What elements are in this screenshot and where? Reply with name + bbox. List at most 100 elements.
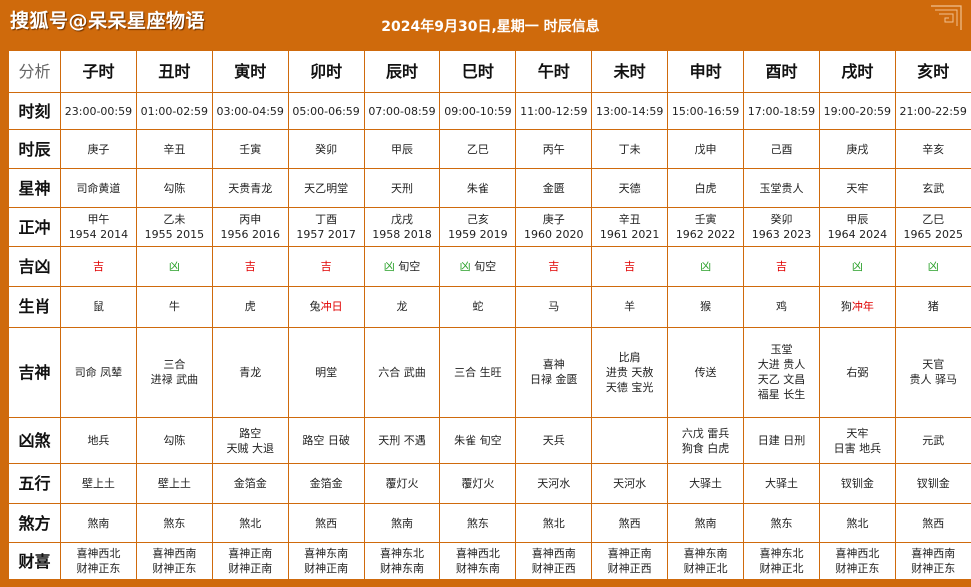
jishen-cell: 天官 贵人 驿马 — [894, 327, 971, 418]
jishen-cell: 玉堂 大进 贵人 天乙 文昌 福星 长生 — [743, 327, 820, 418]
watermark-text: 搜狐号@呆呆星座物语 — [10, 10, 206, 32]
auspicious-mark: 吉 — [92, 259, 104, 273]
row-zhengchong: 正冲 甲午 1954 2014 乙未 1955 2015 丙申 1956 2016 丁酉 195… — [8, 207, 971, 247]
caixi-line: 喜神西北 — [455, 547, 500, 561]
zodiac-animal: 虎 — [244, 300, 256, 314]
xiongsha-line: 路空 日破 — [302, 434, 350, 448]
caixi-line: 财神正西 — [607, 562, 652, 576]
caixi-line: 财神正东 — [76, 562, 121, 576]
inauspicious-mark: 凶 — [168, 259, 180, 273]
caixi-cell: 喜神西北 财神东南 — [439, 542, 517, 580]
shike-cell: 17:00-18:59 — [743, 91, 820, 131]
row-label: 凶煞 — [8, 416, 61, 465]
jishen-line: 天乙 文昌 — [757, 373, 806, 387]
row-label: 正冲 — [8, 207, 61, 247]
zhengchong-line: 1959 2019 — [448, 228, 508, 242]
zhengchong-cell: 戊戌 1958 2018 — [363, 207, 441, 247]
caixi-cell: 喜神西北 财神正东 — [60, 542, 137, 580]
caixi-line: 喜神西南 — [531, 547, 576, 561]
row-shafang: 煞方 煞南 煞东 煞北 煞西 煞南 煞东 煞北 煞西 煞南 煞东 煞北 煞西 — [8, 502, 971, 544]
zhengchong-line: 1955 2015 — [144, 228, 205, 242]
shengxiao-cell: 虎 — [211, 285, 289, 329]
caixi-line: 财神正南 — [228, 562, 273, 576]
zhengchong-line: 己亥 — [466, 213, 489, 227]
caixi-line: 喜神正南 — [228, 547, 273, 561]
shichen-cell: 辛亥 — [894, 129, 971, 169]
row-label: 吉凶 — [8, 245, 61, 287]
row-label: 五行 — [8, 463, 61, 504]
shengxiao-cell: 猪 — [894, 285, 971, 329]
zhengchong-line: 1958 2018 — [372, 228, 432, 242]
shafang-cell: 煞北 — [515, 502, 593, 544]
zhengchong-line: 乙巳 — [922, 213, 945, 227]
xiongsha-cell: 路空 天贼 大退 — [211, 416, 289, 465]
jishen-line: 司命 凤辇 — [74, 365, 123, 379]
inauspicious-mark: 凶 — [459, 259, 471, 273]
jishen-line: 右弼 — [846, 365, 869, 379]
jishen-cell: 三合 进禄 武曲 — [135, 327, 213, 418]
shike-cell: 11:00-12:59 — [515, 91, 593, 131]
shichen-cell: 庚戌 — [818, 129, 896, 169]
shichen-cell: 甲辰 — [363, 129, 441, 169]
caixi-line: 喜神西南 — [911, 547, 956, 561]
wuxing-cell: 壁上土 — [135, 463, 213, 504]
row-shike: 时刻 23:00-00:59 01:00-02:59 03:00-04:59 05:00… — [8, 91, 971, 131]
shengxiao-cell: 蛇 — [439, 285, 517, 329]
zodiac-animal: 羊 — [624, 300, 636, 314]
inauspicious-mark: 凶 — [700, 259, 712, 273]
wuxing-cell: 壁上土 — [60, 463, 137, 504]
page-title: 2024年9月30日,星期一 时辰信息 — [381, 19, 600, 35]
shengxiao-cell: 猴 — [667, 285, 745, 329]
jishen-line: 玉堂 — [770, 343, 793, 357]
zhengchong-line: 1954 2014 — [68, 228, 129, 242]
wuxing-cell: 钗钏金 — [894, 463, 971, 504]
row-jishen: 吉神 司命 凤辇 三合 进禄 武曲 青龙 明堂 六合 武曲 三合 生旺 喜神 日禄 金匮 比肩 进贵 … — [8, 327, 971, 418]
zhengchong-line: 1963 2023 — [751, 228, 812, 242]
xingshen-cell: 玉堂贵人 — [743, 167, 820, 209]
hour-header: 巳时 — [439, 50, 517, 93]
jixiong-cell: 吉 — [743, 245, 820, 287]
zhengchong-cell: 甲午 1954 2014 — [60, 207, 137, 247]
caixi-line: 财神正东 — [911, 562, 956, 576]
shengxiao-cell: 龙 — [363, 285, 441, 329]
hour-header: 卯时 — [287, 50, 365, 93]
wuxing-cell: 大驿土 — [667, 463, 745, 504]
shengxiao-cell: 牛 — [135, 285, 213, 329]
jishen-line: 大进 贵人 — [757, 358, 806, 372]
xiongsha-line: 天刑 不遇 — [378, 434, 426, 448]
jishen-line: 进禄 武曲 — [150, 373, 199, 387]
inauspicious-mark: 凶 — [851, 259, 863, 273]
xiongsha-cell: 路空 日破 — [287, 416, 365, 465]
row-shichen: 时辰 庚子 辛丑 壬寅 癸卯 甲辰 乙巳 丙午 丁未 戊申 己酉 庚戌 辛亥 — [8, 129, 971, 169]
auspicious-mark: 吉 — [775, 259, 787, 273]
caixi-cell: 喜神东南 财神正南 — [287, 542, 365, 580]
zhengchong-line: 1960 2020 — [524, 228, 584, 242]
shafang-cell: 煞东 — [743, 502, 820, 544]
zhengchong-cell: 辛丑 1961 2021 — [591, 207, 669, 247]
wuxing-cell: 钗钏金 — [818, 463, 896, 504]
zhengchong-line: 庚子 — [542, 213, 565, 227]
shichen-cell: 庚子 — [60, 129, 137, 169]
xingshen-cell: 白虎 — [667, 167, 745, 209]
xiongsha-cell — [591, 416, 669, 465]
xingshen-cell: 勾陈 — [135, 167, 213, 209]
zhengchong-cell: 己亥 1959 2019 — [439, 207, 517, 247]
caixi-line: 喜神东南 — [683, 547, 728, 561]
auspicious-mark: 吉 — [548, 259, 560, 273]
jishen-line: 三合 生旺 — [454, 365, 502, 379]
jishen-line: 天德 宝光 — [605, 380, 654, 394]
jixiong-cell: 凶 — [667, 245, 745, 287]
caixi-line: 财神正东 — [152, 562, 197, 576]
zhengchong-line: 癸卯 — [770, 213, 793, 227]
caixi-cell: 喜神正南 财神正西 — [591, 542, 669, 580]
row-jixiong: 吉凶吉凶吉吉凶 旬空凶 旬空吉吉凶吉凶凶 — [8, 245, 971, 287]
jixiong-cell: 吉 — [211, 245, 289, 287]
shike-cell: 03:00-04:59 — [211, 91, 289, 131]
jishen-cell: 传送 — [667, 327, 745, 418]
zodiac-animal: 牛 — [168, 300, 180, 314]
shafang-cell: 煞西 — [894, 502, 971, 544]
zhengchong-cell: 乙巳 1965 2025 — [894, 207, 971, 247]
wuxing-cell: 金箔金 — [211, 463, 289, 504]
shengxiao-cell: 狗冲年 — [818, 285, 896, 329]
jixiong-cell: 凶 旬空 — [439, 245, 517, 287]
